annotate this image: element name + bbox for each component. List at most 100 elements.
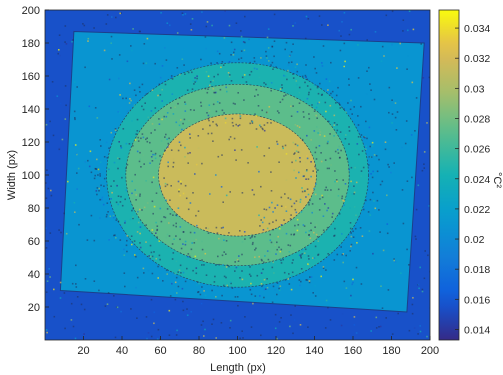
speckle-dot	[263, 208, 266, 210]
speckle-dot	[182, 231, 185, 233]
speckle-dot	[184, 243, 187, 246]
speckle-dot	[269, 239, 272, 242]
speckle-dot	[158, 166, 160, 168]
speckle-dot	[151, 123, 154, 125]
speckle-dot	[174, 272, 176, 275]
speckle-dot	[226, 90, 228, 93]
speckle-dot	[206, 112, 208, 114]
speckle-dot	[141, 83, 144, 86]
speckle-dot	[176, 32, 179, 34]
speckle-dot	[203, 264, 205, 266]
speckle-dot	[343, 12, 346, 14]
y-tick-label: 40	[28, 269, 40, 281]
speckle-dot	[283, 271, 286, 274]
y-tick-label: 100	[22, 170, 40, 182]
speckle-dot	[182, 309, 185, 312]
speckle-dot	[304, 248, 307, 251]
speckle-dot	[370, 330, 372, 332]
speckle-dot	[196, 224, 198, 227]
colorbar: 0.014 0.016 0.018 0.02 0.022 0.024 0.026 0.028 0…	[438, 9, 503, 341]
speckle-dot	[290, 233, 293, 236]
speckle-dot	[331, 216, 333, 218]
speckle-dot	[260, 272, 263, 274]
speckle-dot	[267, 258, 270, 261]
speckle-dot	[270, 241, 273, 244]
speckle-dot	[291, 262, 294, 264]
speckle-dot	[184, 240, 187, 243]
speckle-dot	[276, 204, 279, 206]
speckle-dot	[220, 66, 222, 69]
speckle-dot	[276, 140, 278, 143]
speckle-dot	[172, 214, 174, 216]
speckle-dot	[391, 122, 393, 124]
speckle-dot	[366, 39, 368, 41]
speckle-dot	[105, 215, 108, 218]
speckle-dot	[261, 221, 264, 224]
speckle-dot	[283, 219, 285, 221]
speckle-dot	[87, 40, 89, 42]
speckle-dot	[241, 192, 244, 194]
speckle-dot	[151, 89, 154, 91]
speckle-dot	[241, 270, 243, 272]
speckle-dot	[234, 296, 237, 298]
speckle-dot	[338, 102, 340, 105]
speckle-dot	[300, 268, 303, 270]
speckle-dot	[108, 78, 111, 81]
speckle-dot	[118, 77, 120, 80]
speckle-dot	[307, 93, 310, 96]
speckle-dot	[350, 245, 352, 248]
speckle-dot	[350, 28, 352, 31]
speckle-dot	[132, 28, 134, 30]
speckle-dot	[268, 147, 270, 149]
speckle-dot	[154, 62, 156, 65]
speckle-dot	[235, 123, 237, 126]
speckle-dot	[124, 220, 126, 222]
colorbar-ticks: 0.014 0.016 0.018 0.02 0.022 0.024 0.026 0.028 0…	[455, 23, 490, 336]
speckle-dot	[423, 277, 426, 280]
speckle-dot	[161, 65, 164, 67]
speckle-dot	[256, 146, 258, 148]
speckle-dot	[221, 254, 224, 257]
speckle-dot	[230, 282, 232, 285]
speckle-dot	[150, 156, 153, 158]
speckle-dot	[414, 235, 417, 238]
x-tick-label: 160	[344, 345, 362, 357]
speckle-dot	[387, 163, 389, 166]
speckle-dot	[369, 83, 371, 85]
speckle-dot	[350, 232, 352, 234]
speckle-dot	[117, 203, 119, 206]
speckle-dot	[278, 321, 281, 323]
speckle-dot	[357, 77, 360, 79]
speckle-dot	[145, 224, 147, 226]
speckle-dot	[288, 61, 290, 64]
speckle-dot	[175, 222, 177, 225]
speckle-dot	[182, 192, 185, 195]
speckle-dot	[154, 154, 156, 156]
speckle-dot	[334, 170, 336, 172]
speckle-dot	[139, 151, 141, 154]
speckle-dot	[137, 221, 140, 224]
speckle-dot	[208, 104, 211, 106]
speckle-dot	[375, 316, 378, 319]
speckle-dot	[178, 190, 180, 193]
speckle-dot	[352, 278, 354, 281]
speckle-dot	[117, 111, 119, 113]
speckle-dot	[200, 302, 203, 305]
speckle-dot	[365, 199, 367, 202]
speckle-dot	[164, 185, 167, 188]
speckle-dot	[302, 224, 305, 226]
speckle-dot	[263, 155, 266, 157]
speckle-dot	[239, 115, 242, 117]
speckle-dot	[391, 113, 394, 115]
speckle-dot	[361, 150, 364, 152]
speckle-dot	[255, 247, 257, 250]
speckle-dot	[167, 142, 170, 145]
speckle-dot	[272, 221, 274, 223]
speckle-dot	[135, 194, 138, 196]
speckle-dot	[268, 206, 271, 209]
speckle-dot	[308, 258, 310, 260]
colorbar-tick-label: 0.022	[464, 204, 490, 216]
speckle-dot	[228, 232, 230, 234]
speckle-dot	[74, 337, 77, 340]
